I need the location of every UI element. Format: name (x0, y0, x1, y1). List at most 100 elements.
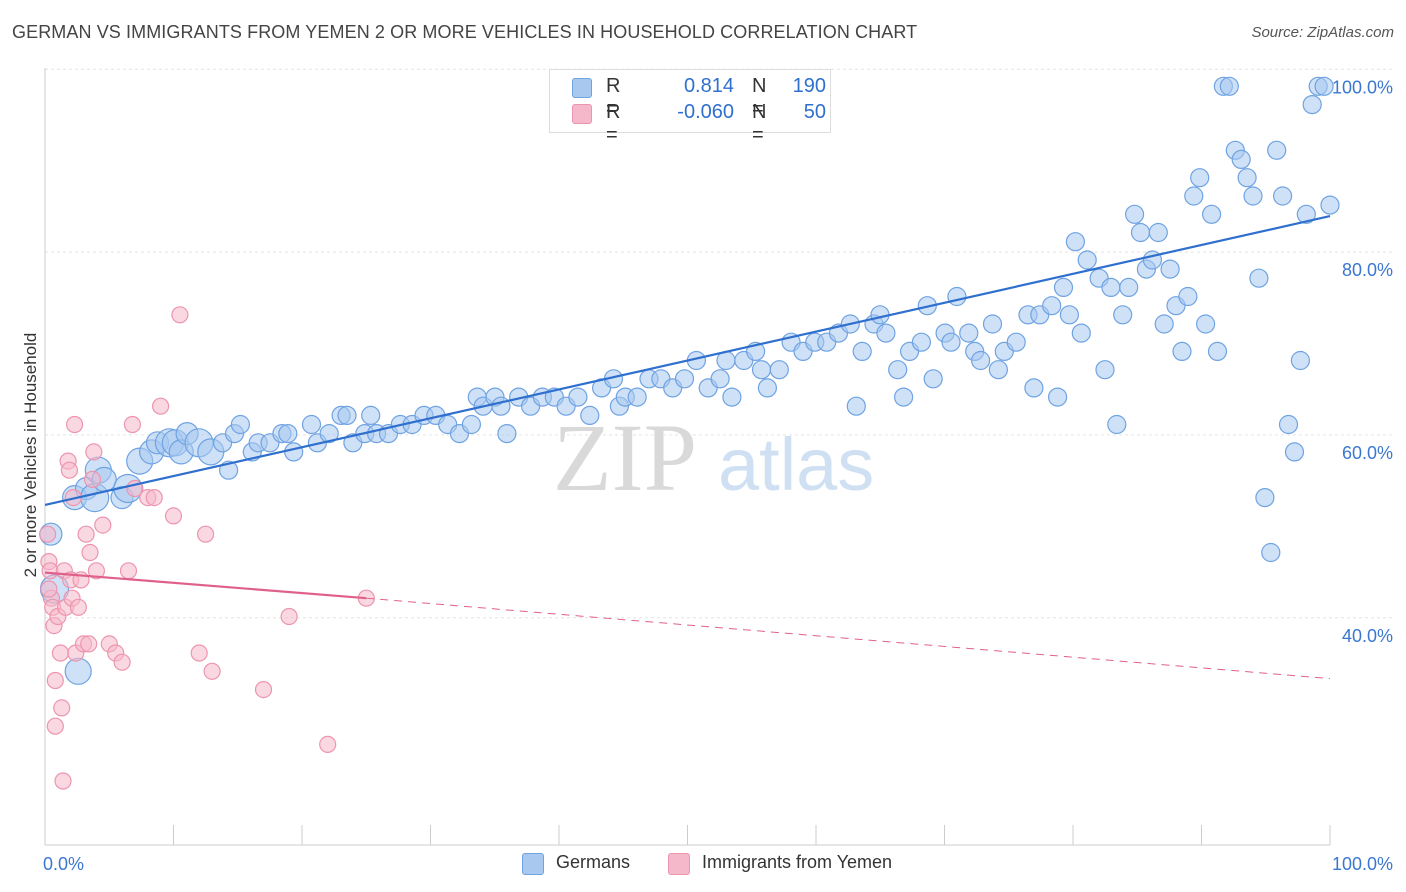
point-germans (710, 369, 730, 389)
x-tick-label: 0.0% (43, 854, 84, 874)
point-yemen (69, 598, 88, 616)
trend-line-yemen-extension (366, 597, 1331, 680)
point-germans (888, 360, 908, 380)
point-germans (580, 405, 600, 425)
point-germans (1047, 387, 1068, 407)
point-germans (230, 414, 250, 435)
axes (44, 68, 1331, 846)
grid-lines (45, 68, 1395, 619)
point-yemen (65, 415, 84, 434)
point-germans (959, 323, 979, 343)
point-germans (846, 396, 866, 416)
y-tick-label: 40.0% (1342, 626, 1393, 646)
chart-title: GERMAN VS IMMIGRANTS FROM YEMEN 2 OR MOR… (12, 22, 918, 42)
point-yemen (152, 397, 170, 415)
point-germans (1071, 323, 1091, 343)
point-yemen (171, 306, 189, 324)
point-yemen (113, 653, 131, 671)
legend-n-value: 190 (792, 75, 826, 97)
point-yemen (83, 470, 102, 488)
point-yemen (40, 580, 58, 598)
point-germans (337, 405, 357, 425)
point-germans (1006, 332, 1026, 352)
legend-r-label: R = (606, 101, 621, 146)
y-tick-label: 60.0% (1342, 443, 1393, 463)
point-germans (1107, 414, 1127, 435)
point-germans (319, 424, 339, 444)
y-tick-label: 100.0% (1332, 77, 1393, 97)
point-germans (64, 657, 92, 685)
point-germans (1172, 341, 1192, 361)
y-axis-title: 2 or more Vehicles in Household (21, 333, 40, 578)
point-germans (923, 369, 943, 389)
point-germans (1302, 94, 1322, 115)
point-germans (1119, 277, 1139, 297)
legend-r-label: R = (606, 75, 621, 120)
point-germans (1160, 259, 1180, 279)
point-yemen (319, 735, 337, 754)
point-germans (911, 332, 932, 352)
point-germans (1284, 442, 1305, 462)
trend-line-yemen (44, 571, 367, 600)
x-tick-label: 100.0% (1332, 854, 1393, 874)
point-germans (1296, 204, 1316, 224)
point-yemen (60, 461, 79, 479)
point-germans (1249, 268, 1269, 288)
point-yemen (38, 525, 57, 543)
point-germans (1053, 277, 1074, 297)
point-germans (1207, 341, 1228, 361)
point-germans (751, 360, 772, 380)
trend-lines (44, 215, 1331, 680)
point-yemen (81, 543, 99, 562)
point-germans (284, 442, 304, 462)
legend-n-value: 50 (803, 101, 826, 123)
point-germans (1190, 168, 1210, 188)
point-germans (769, 360, 789, 380)
point-yemen (254, 680, 273, 699)
point-yemen (87, 562, 106, 580)
point-germans (988, 360, 1009, 380)
point-germans (982, 314, 1003, 334)
point-germans (301, 414, 322, 435)
point-germans (1201, 204, 1222, 224)
point-germans (627, 387, 647, 407)
tick-labels: 40.0% 60.0% 80.0% 100.0% 0.0% 100.0% (43, 77, 1393, 874)
point-germans (1124, 204, 1145, 224)
point-yemen (164, 507, 183, 525)
point-germans (941, 332, 961, 352)
point-germans (1113, 305, 1133, 325)
point-germans (1059, 305, 1080, 325)
point-germans (1267, 140, 1287, 160)
legend-swatch-yemen (572, 104, 592, 124)
legend-label-germans: Germans (556, 852, 631, 872)
point-germans (1320, 195, 1340, 215)
point-germans (1154, 314, 1174, 334)
legend-swatch-germans (572, 78, 592, 98)
point-germans (757, 378, 778, 398)
point-yemen (54, 772, 72, 790)
point-germans (1148, 222, 1168, 243)
point-germans (947, 286, 967, 307)
point-germans (1101, 277, 1121, 297)
point-yemen (190, 644, 208, 662)
point-germans (568, 387, 588, 407)
point-yemen (77, 525, 95, 543)
legend-n-label: N = (752, 75, 767, 120)
point-germans (674, 369, 695, 389)
point-yemen (80, 635, 98, 653)
point-yemen (123, 415, 141, 434)
point-yemen (46, 671, 64, 690)
point-germans (876, 323, 896, 343)
legend-r-value: 0.814 (683, 75, 734, 97)
point-germans (893, 387, 914, 407)
point-germans (461, 414, 481, 435)
point-yemen (280, 607, 298, 626)
correlation-legend: R = 0.814 N = 190 R = -0.060 N = 50 (549, 69, 831, 146)
point-germans (1095, 360, 1115, 380)
point-germans (1024, 378, 1044, 398)
point-germans (852, 341, 872, 361)
legend-r-value: -0.060 (677, 101, 734, 123)
data-points (38, 76, 1340, 790)
point-germans (1178, 286, 1198, 307)
